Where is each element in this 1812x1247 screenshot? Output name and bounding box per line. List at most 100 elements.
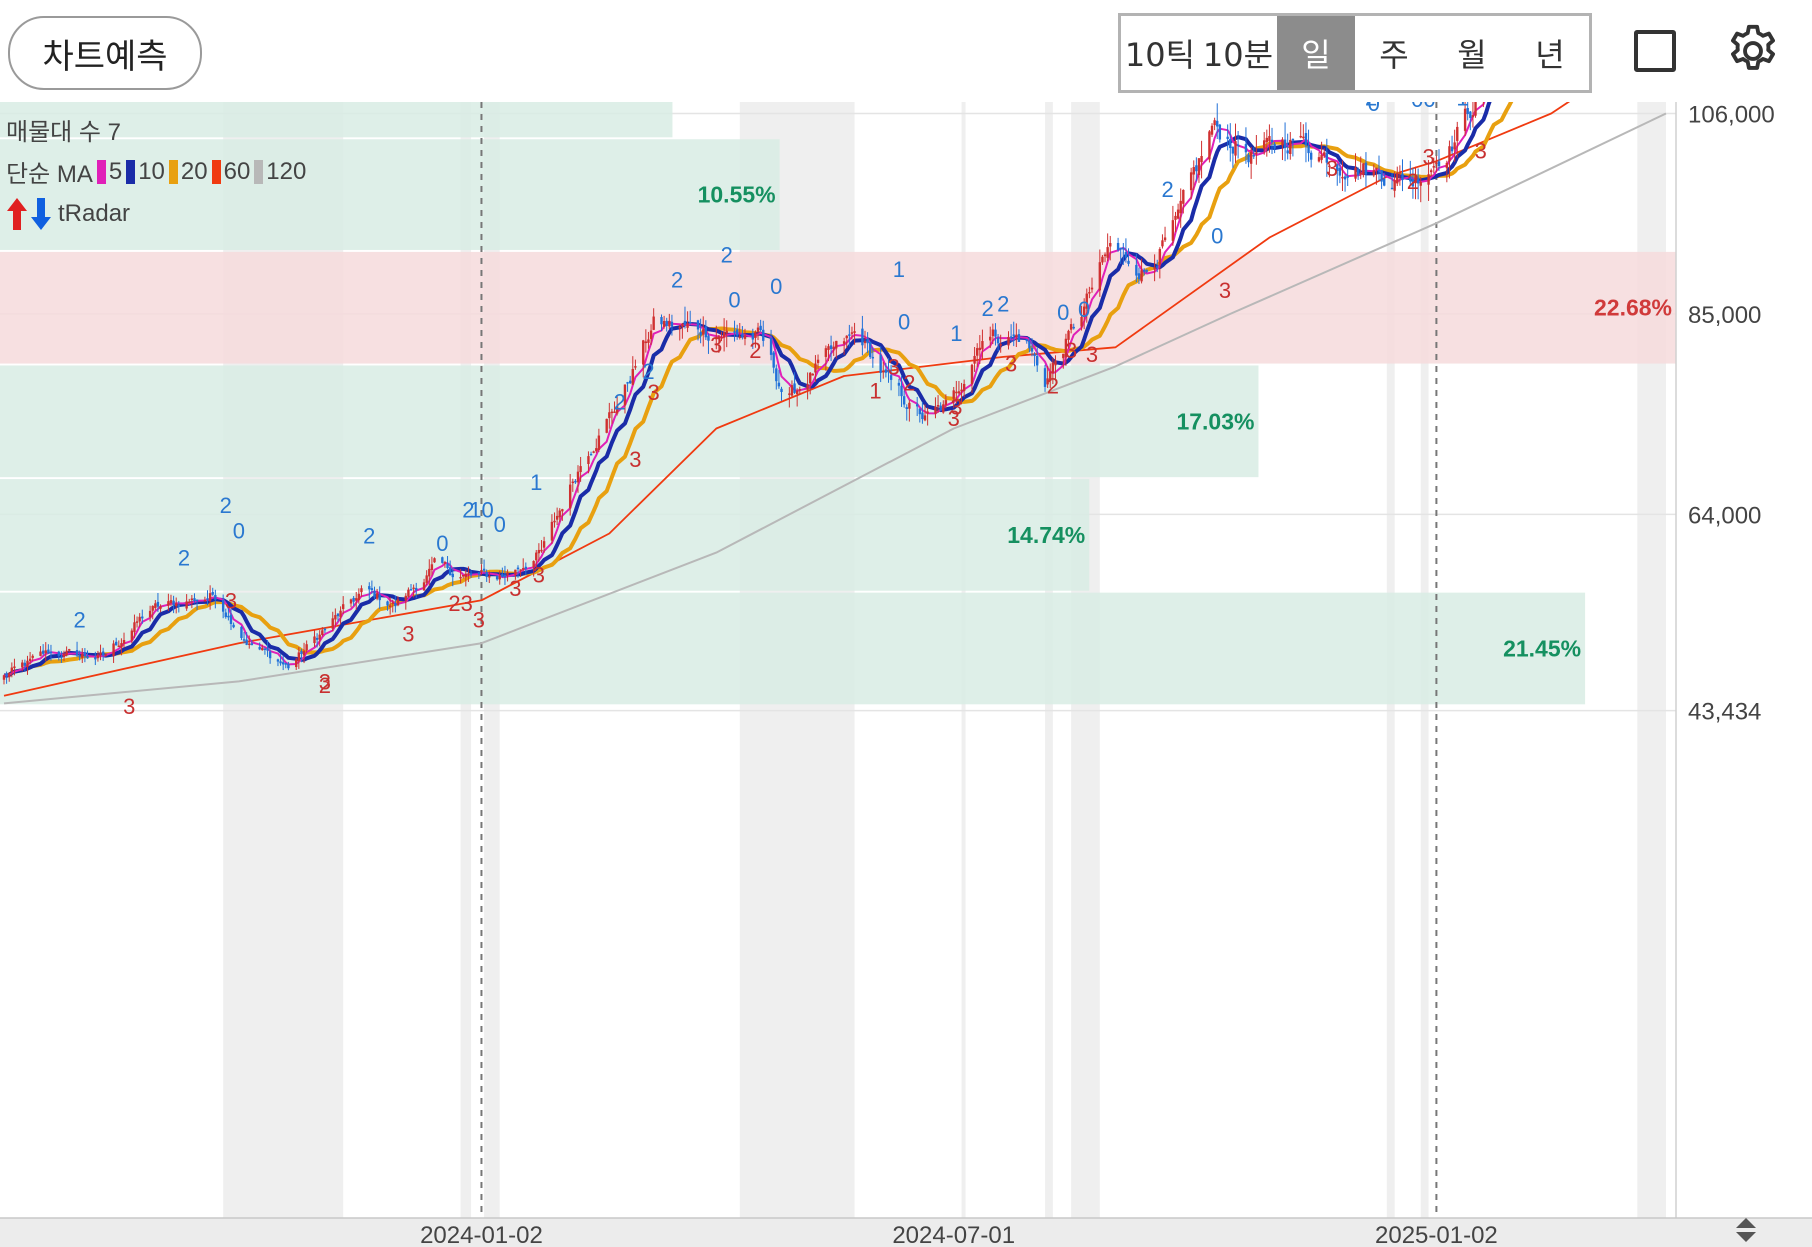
signal-label: 2 [982, 296, 994, 321]
signal-label: 1 [950, 321, 962, 346]
candle [1036, 347, 1039, 372]
candle [203, 596, 207, 602]
candle [1283, 122, 1287, 162]
chart-toolbar: 차트예측 10틱 10분 일 주 월 년 [0, 0, 1812, 102]
candle [1103, 252, 1107, 263]
candle [743, 328, 747, 346]
candle [1213, 117, 1216, 131]
candle [759, 319, 762, 332]
signal-label: 3 [1086, 342, 1098, 367]
chart-predict-button[interactable]: 차트예측 [8, 16, 202, 90]
candle [459, 569, 462, 584]
signal-label: 3 [1219, 278, 1231, 303]
candle [795, 388, 799, 407]
candle [1033, 352, 1036, 367]
candle [1299, 122, 1302, 139]
candle [936, 395, 940, 413]
ma-type-label: 단순 MA [6, 161, 93, 188]
candle [1189, 167, 1193, 200]
candle [1122, 242, 1125, 265]
candle [735, 324, 739, 340]
x-tick-label-2: 2025-01-02 [1375, 1222, 1498, 1247]
signal-label: 3 [473, 607, 485, 632]
candle [991, 323, 995, 345]
candle [44, 642, 47, 662]
candle [514, 569, 517, 580]
tab-10-tick[interactable]: 10틱 [1124, 36, 1196, 74]
candle [1054, 355, 1057, 379]
tab-daily[interactable]: 일 [1277, 16, 1355, 90]
candle [522, 558, 525, 572]
candle [1338, 161, 1342, 184]
candle [869, 341, 872, 359]
candle [809, 372, 812, 395]
candle [1007, 331, 1010, 350]
candle [287, 661, 290, 671]
candle [806, 372, 809, 400]
candle [498, 570, 501, 585]
candle [464, 569, 468, 587]
candle [1179, 188, 1182, 228]
candle [130, 628, 134, 644]
candle [443, 560, 447, 568]
candle [1158, 247, 1162, 279]
candle [258, 642, 261, 651]
candle [451, 567, 454, 587]
candle [1414, 166, 1417, 200]
candle [462, 574, 465, 579]
candle [141, 609, 144, 624]
tab-weekly[interactable]: 주 [1379, 36, 1409, 74]
candle [921, 402, 924, 424]
candle [190, 595, 194, 609]
fullscreen-square-icon[interactable] [1634, 30, 1676, 72]
candle [926, 407, 929, 426]
signal-label: 2 [319, 673, 331, 698]
candle [305, 640, 308, 653]
signal-label: 3 [648, 380, 660, 405]
candle [814, 355, 817, 382]
candle [378, 586, 381, 609]
candle [1463, 102, 1467, 136]
candle [610, 408, 614, 424]
y-tick-label-3: 106,000 [1688, 102, 1775, 128]
signal-label: 3 [1475, 139, 1487, 164]
signal-label: 2 [1047, 374, 1059, 399]
candle [829, 335, 833, 362]
candle [281, 655, 285, 671]
candle [665, 317, 668, 332]
candle [704, 320, 708, 341]
volume-profile-pct-4: 17.03% [1176, 408, 1254, 434]
scroll-arrows-icon[interactable] [1732, 1216, 1760, 1244]
candle [1176, 203, 1180, 220]
candle [788, 387, 791, 408]
candle [842, 337, 846, 355]
candle [57, 650, 60, 661]
gear-icon[interactable] [1724, 22, 1782, 80]
candle [211, 587, 214, 596]
candle [1380, 170, 1383, 189]
tab-monthly[interactable]: 월 [1457, 36, 1487, 74]
candle [1244, 127, 1248, 164]
candle [715, 325, 718, 350]
candle [962, 379, 966, 398]
candle [1262, 132, 1266, 155]
volume-profile-bar-5 [0, 479, 1090, 591]
candle [208, 585, 212, 610]
candle [1362, 163, 1365, 178]
candle [1072, 323, 1075, 330]
candle [391, 599, 394, 613]
candle [368, 582, 371, 599]
candle [276, 658, 280, 667]
candle [485, 569, 488, 582]
candle [1281, 137, 1284, 161]
tab-10-minute[interactable]: 10분 [1202, 36, 1274, 74]
candle [863, 330, 867, 349]
candle [741, 326, 744, 340]
signal-label: 3 [533, 563, 545, 588]
candle [939, 402, 942, 411]
candle [798, 386, 801, 395]
candle [122, 632, 126, 648]
tab-yearly[interactable]: 년 [1535, 36, 1565, 74]
candle [1142, 268, 1146, 276]
